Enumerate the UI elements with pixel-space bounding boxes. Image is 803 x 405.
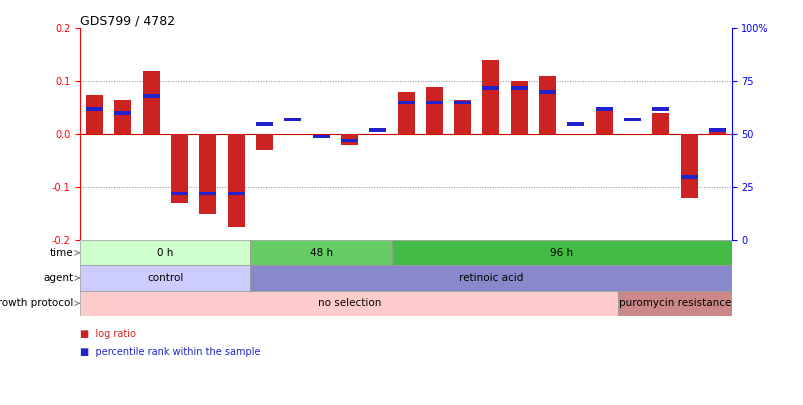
Bar bbox=[623, 117, 640, 121]
Bar bbox=[142, 94, 160, 98]
Bar bbox=[227, 192, 244, 196]
Bar bbox=[651, 113, 669, 134]
Bar bbox=[80, 240, 250, 265]
Text: ■  percentile rank within the sample: ■ percentile rank within the sample bbox=[80, 347, 261, 357]
Bar bbox=[595, 107, 612, 111]
Bar bbox=[510, 86, 527, 90]
Bar bbox=[397, 92, 414, 134]
Text: agent: agent bbox=[43, 273, 79, 283]
Text: GDS799 / 4782: GDS799 / 4782 bbox=[80, 14, 175, 27]
Bar bbox=[482, 86, 499, 90]
Text: no selection: no selection bbox=[317, 298, 381, 308]
Bar bbox=[80, 265, 250, 291]
Bar bbox=[86, 107, 103, 111]
Bar bbox=[680, 175, 697, 179]
Bar bbox=[114, 100, 131, 134]
Bar bbox=[510, 81, 527, 134]
Bar bbox=[312, 134, 329, 138]
Bar bbox=[680, 134, 697, 198]
Text: 0 h: 0 h bbox=[157, 248, 173, 258]
Bar bbox=[340, 134, 357, 145]
Text: ■  log ratio: ■ log ratio bbox=[80, 329, 136, 339]
Bar bbox=[142, 71, 160, 134]
Bar bbox=[86, 94, 103, 134]
Bar bbox=[426, 87, 442, 134]
Text: 48 h: 48 h bbox=[309, 248, 332, 258]
Text: growth protocol: growth protocol bbox=[0, 298, 79, 308]
Text: 96 h: 96 h bbox=[549, 248, 573, 258]
Bar bbox=[539, 90, 556, 94]
Bar bbox=[114, 111, 131, 115]
Bar bbox=[708, 132, 725, 134]
Text: control: control bbox=[147, 273, 183, 283]
Bar bbox=[595, 111, 612, 134]
Bar bbox=[454, 100, 471, 134]
Bar bbox=[567, 122, 584, 126]
Bar bbox=[397, 101, 414, 104]
Bar bbox=[284, 117, 301, 121]
Bar bbox=[255, 134, 272, 150]
Bar bbox=[454, 101, 471, 104]
Bar bbox=[171, 134, 188, 203]
Bar bbox=[369, 128, 385, 132]
Bar bbox=[227, 134, 244, 227]
Text: retinoic acid: retinoic acid bbox=[459, 273, 523, 283]
Bar bbox=[340, 139, 357, 143]
Bar bbox=[651, 107, 669, 111]
Bar bbox=[171, 192, 188, 196]
Bar bbox=[255, 122, 272, 126]
Bar bbox=[482, 60, 499, 134]
Text: time: time bbox=[50, 248, 79, 258]
Bar bbox=[391, 240, 731, 265]
Bar bbox=[618, 291, 731, 316]
Bar bbox=[80, 291, 618, 316]
Bar bbox=[539, 76, 556, 134]
Bar bbox=[426, 101, 442, 104]
Bar bbox=[250, 240, 391, 265]
Bar bbox=[250, 265, 731, 291]
Bar bbox=[708, 128, 725, 132]
Bar bbox=[199, 192, 216, 196]
Text: puromycin resistance: puromycin resistance bbox=[618, 298, 730, 308]
Bar bbox=[199, 134, 216, 214]
